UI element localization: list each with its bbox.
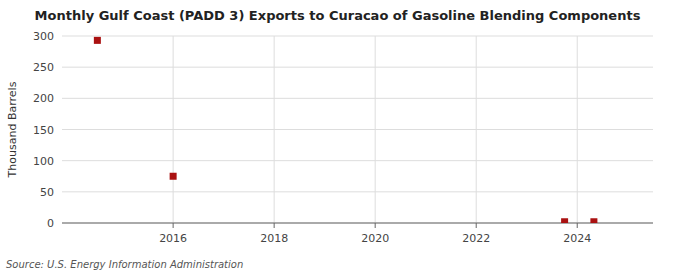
x-tick-label: 2018 — [260, 232, 288, 245]
x-tick — [476, 223, 477, 228]
point — [94, 37, 101, 44]
x-tick-label: 2020 — [361, 232, 389, 245]
grid — [62, 36, 653, 223]
x-grid-line — [577, 36, 578, 223]
point — [561, 218, 568, 223]
x-tick-label: 2022 — [462, 232, 490, 245]
y-tick-label: 100 — [33, 155, 54, 168]
x-grid-line — [375, 36, 376, 223]
point — [590, 218, 597, 223]
x-grid-line — [476, 36, 477, 223]
y-grid-line — [62, 129, 653, 130]
y-tick-label: 250 — [33, 61, 54, 74]
y-grid-line — [62, 191, 653, 192]
chart-svg: Monthly Gulf Coast (PADD 3) Exports to C… — [0, 0, 675, 275]
y-grid-line — [62, 160, 653, 161]
y-tick-label: 0 — [47, 217, 54, 230]
x-grid-line — [173, 36, 174, 223]
y-tick-label: 50 — [40, 186, 54, 199]
x-tick — [375, 223, 376, 228]
y-tick-label: 150 — [33, 124, 54, 137]
y-tick-label: 200 — [33, 92, 54, 105]
x-tick-label: 2016 — [159, 232, 187, 245]
chart-container: Monthly Gulf Coast (PADD 3) Exports to C… — [0, 0, 675, 275]
points — [94, 37, 598, 223]
source-note: Source: U.S. Energy Information Administ… — [6, 259, 243, 270]
y-grid-line — [62, 67, 653, 68]
x-grid-line — [274, 36, 275, 223]
point — [170, 173, 177, 180]
x-tick — [274, 223, 275, 228]
x-tick-label: 2024 — [563, 232, 591, 245]
title: Monthly Gulf Coast (PADD 3) Exports to C… — [35, 8, 641, 23]
y-grid-line — [62, 36, 653, 37]
x-tick — [577, 223, 578, 228]
x-tick — [173, 223, 174, 228]
y-tick-label: 300 — [33, 30, 54, 43]
y-axis-label: Thousand Barrels — [6, 81, 19, 178]
y-grid-line — [62, 98, 653, 99]
